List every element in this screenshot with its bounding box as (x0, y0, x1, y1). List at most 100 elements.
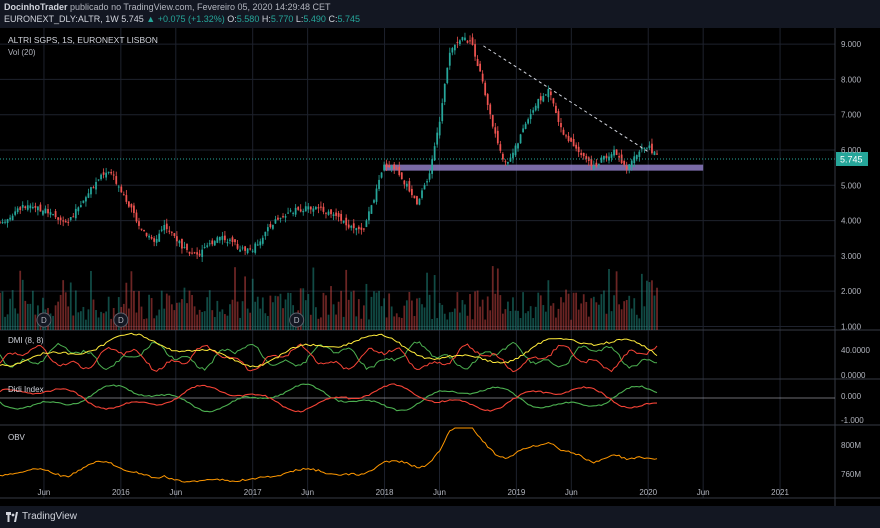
candle-body (557, 111, 560, 122)
axis-labels: 1.000 2.000 3.000 4.000 5.000 6.000 7.000 8.000… (37, 40, 870, 497)
volume-bar (476, 290, 479, 330)
volume-bar (29, 303, 32, 330)
candle-body (426, 181, 428, 183)
candle-body (527, 119, 530, 124)
candle-body (31, 206, 34, 209)
volume-bar (544, 311, 547, 330)
candle-body (398, 166, 401, 176)
candle-body (150, 237, 153, 239)
candle-body (49, 212, 52, 215)
volume-bar (567, 293, 570, 330)
dividend-marker-label: D (118, 316, 124, 325)
didi-slow-line (0, 383, 658, 413)
price-tick-label: 8.000 (841, 75, 862, 84)
volume-bar (77, 312, 80, 330)
volume-bar (635, 314, 638, 330)
volume-bar (332, 304, 335, 330)
volume-bar (264, 313, 267, 330)
candle-body (294, 207, 297, 215)
volume-bar (110, 318, 113, 330)
candle-body (143, 229, 145, 231)
volume-bar (299, 288, 302, 330)
candle-body (312, 208, 315, 212)
symbol-label[interactable]: EURONEXT_DLY:ALTR, 1W (4, 14, 119, 24)
candle-body (385, 163, 388, 168)
volume-bar (557, 308, 560, 330)
candle-body (244, 246, 247, 251)
brand-label[interactable]: TradingView (22, 511, 78, 522)
volume-bar (421, 304, 423, 330)
volume-bar (21, 279, 24, 330)
candle-body (388, 165, 391, 168)
support-zone[interactable] (384, 164, 704, 171)
volume-bar (203, 311, 206, 330)
candle-body (441, 103, 444, 122)
volume-bar (590, 298, 593, 330)
volume-bar (69, 282, 72, 330)
candle-body (100, 174, 102, 180)
volume-bar (59, 294, 62, 330)
volume-bar (466, 315, 469, 330)
footer-bar: TradingView (0, 506, 880, 528)
price-tick-label: 3.000 (841, 252, 862, 261)
trendline-segment (483, 45, 649, 153)
candle-body (451, 48, 454, 53)
candle-body (208, 243, 211, 245)
volume-bar (603, 290, 605, 330)
volume-title: Vol (20) (8, 48, 36, 57)
volume-bar (527, 311, 530, 330)
volume-bar (279, 293, 282, 330)
volume-bar (552, 303, 555, 330)
volume-bar (362, 305, 365, 330)
candle-body (292, 212, 295, 214)
candle-body (517, 143, 519, 149)
candle-body (97, 179, 100, 181)
volume-bar (236, 301, 239, 330)
volume-bar (246, 308, 249, 330)
candle-body (575, 144, 578, 149)
volume-bar (385, 317, 388, 330)
candle-body (102, 172, 105, 175)
volume-bar (405, 300, 408, 330)
candle-body (9, 217, 11, 220)
volume-bar (484, 319, 487, 330)
candle-body (69, 216, 72, 220)
price-tick-label: 6.000 (841, 146, 862, 155)
didi-tick-label: 0.000 (841, 392, 862, 401)
candle-body (201, 249, 204, 257)
candle-body (491, 115, 494, 127)
candle-body (330, 209, 332, 215)
author-name[interactable]: DocinhoTrader (4, 2, 68, 12)
volume-bar (357, 299, 360, 330)
volume-bar (620, 309, 623, 330)
chart-canvas[interactable]: 5.745 D D D 1.000 2.000 3.000 4.000 5.000 6.000… (0, 28, 880, 506)
candle-body (183, 246, 186, 248)
candle-body (375, 188, 378, 202)
candle-body (638, 151, 641, 157)
candle-body (52, 214, 54, 216)
open-label: O: (227, 14, 237, 24)
candle-body (57, 217, 60, 220)
candle-body (486, 94, 489, 105)
candle-body (274, 219, 277, 224)
candle-body (178, 240, 181, 244)
volume-bar (193, 306, 196, 330)
candle-body (309, 206, 312, 210)
volume-bar (160, 290, 163, 330)
candle-body (160, 229, 163, 231)
volume-bar (226, 315, 229, 330)
volume-bar (651, 280, 653, 330)
dmi-plus-line (0, 341, 658, 371)
volume-bar (135, 312, 138, 330)
candle-body (107, 171, 110, 173)
candle-body (438, 121, 441, 136)
volume-bar (565, 289, 567, 330)
volume-bar (512, 297, 514, 330)
volume-bar (345, 269, 348, 330)
candle-body (133, 205, 135, 213)
volume-bar (82, 306, 85, 330)
trendline[interactable] (483, 45, 649, 153)
candle-body (481, 73, 484, 82)
candle-body (362, 228, 365, 230)
candle-body (534, 105, 537, 111)
